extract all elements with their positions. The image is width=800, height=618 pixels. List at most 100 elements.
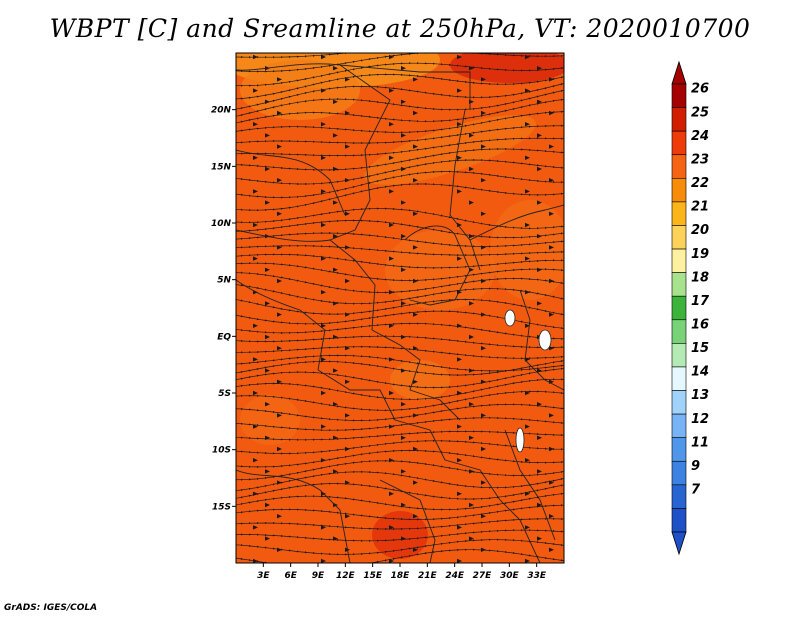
lon-tick-label: 30E — [500, 571, 520, 581]
streamline-arrow — [525, 88, 530, 93]
streamline-arrow — [253, 155, 258, 160]
streamline-arrow — [389, 88, 394, 93]
streamline-arrow — [537, 234, 542, 239]
streamline-arrow — [413, 144, 418, 149]
lon-tick-label: 18E — [391, 571, 411, 581]
streamline-arrow — [401, 66, 406, 71]
colorbar-label: 13 — [691, 388, 709, 403]
colorbar-label: 21 — [691, 200, 709, 215]
streamline-arrow — [413, 312, 418, 317]
streamline-arrow — [413, 245, 418, 250]
streamline-arrow — [457, 88, 462, 93]
streamline-arrow — [253, 222, 258, 228]
grads-credit: GrADS: IGES/COLA — [4, 603, 98, 613]
streamline-arrow — [253, 189, 258, 194]
streamline-arrow — [333, 469, 338, 474]
streamline-arrow — [333, 133, 338, 138]
colorbar-swatch — [671, 366, 687, 391]
colorbar-label: 24 — [691, 129, 709, 144]
streamline-arrow — [469, 502, 474, 508]
streamline-arrow — [457, 558, 462, 563]
colorbar-bottom-arrow — [671, 531, 687, 556]
streamline-arrow — [413, 379, 418, 384]
streamline-arrow — [413, 446, 418, 452]
streamline-arrow — [345, 278, 350, 284]
colorbar-label: 17 — [691, 294, 710, 309]
patch-east — [490, 200, 564, 300]
streamline-arrow — [321, 323, 326, 328]
streamline-arrow — [253, 323, 258, 328]
lat-tick-label: 10S — [212, 446, 231, 456]
streamline-arrow — [457, 491, 462, 496]
streamline-arrow — [401, 166, 406, 172]
streamline-arrow — [277, 480, 282, 485]
streamline-arrow — [401, 402, 406, 407]
streamline-arrow — [481, 77, 486, 82]
streamline-arrow — [321, 222, 326, 228]
streamline-arrow — [345, 514, 350, 519]
streamline-arrow — [345, 245, 350, 250]
streamline-arrow — [253, 122, 258, 127]
streamline-arrow — [345, 312, 350, 317]
streamline-arrow — [253, 458, 258, 463]
streamline-arrow — [525, 525, 530, 530]
streamline-arrow — [469, 435, 474, 440]
streamline-arrow — [401, 334, 406, 340]
streamline-arrow — [549, 178, 554, 183]
streamline-arrow — [525, 491, 530, 496]
streamline-arrow — [401, 200, 406, 205]
streamline-arrow — [525, 222, 530, 228]
streamline-arrow — [401, 469, 406, 474]
streamline-arrow — [265, 469, 270, 474]
streamline-arrow — [549, 245, 554, 250]
streamline-arrow — [537, 402, 542, 407]
colorbar-swatch — [671, 508, 687, 533]
streamline-arrow — [253, 54, 258, 60]
streamline-arrow — [277, 413, 282, 418]
streamline-arrow — [389, 222, 394, 228]
colorbar-label: 15 — [691, 341, 709, 356]
streamline-arrow — [481, 211, 486, 216]
streamline-arrow — [277, 278, 282, 284]
colorbar-top-arrow — [671, 60, 687, 85]
streamline-arrow — [333, 234, 338, 239]
streamline-arrow — [457, 222, 462, 228]
lon-tick-label: 27E — [473, 571, 493, 581]
lat-tick-label: EQ — [217, 332, 231, 342]
streamline-arrow — [345, 178, 350, 183]
colorbar-swatch — [671, 437, 687, 462]
streamline-arrow — [525, 290, 530, 295]
streamline-arrow — [277, 547, 282, 552]
streamline-arrow — [537, 536, 542, 541]
streamline-arrow — [525, 122, 530, 127]
streamline-arrow — [469, 66, 474, 71]
streamline-arrow — [389, 323, 394, 328]
streamline-arrow — [525, 458, 530, 463]
streamline-arrow — [333, 536, 338, 541]
streamline-arrow — [401, 435, 406, 440]
streamline-arrow — [469, 334, 474, 340]
streamline-arrow — [537, 133, 542, 138]
streamline-arrow — [457, 323, 462, 328]
streamline-arrow — [265, 334, 270, 340]
streamline-arrow — [537, 502, 542, 508]
colorbar-label: 23 — [691, 152, 709, 167]
streamline-arrow — [537, 267, 542, 272]
streamline-arrow — [265, 402, 270, 407]
streamline-arrow — [277, 211, 282, 216]
streamline-arrow — [401, 536, 406, 541]
streamline-arrow — [457, 424, 462, 429]
streamline-arrow — [345, 413, 350, 418]
streamline-arrow — [277, 178, 282, 183]
streamline-arrow — [321, 357, 326, 362]
streamline-arrow — [253, 88, 258, 93]
chart-title: WBPT [C] and Sreamline at 250hPa, VT: 20… — [49, 14, 751, 43]
streamline-arrow — [321, 122, 326, 127]
lat-tick-label: 20N — [211, 106, 232, 116]
colorbar-swatch — [671, 319, 687, 344]
streamline-arrow — [481, 379, 486, 384]
colorbar-swatch — [671, 413, 687, 438]
streamline-arrow — [549, 312, 554, 317]
streamline-arrow — [481, 446, 486, 452]
streamline-arrow — [457, 122, 462, 127]
